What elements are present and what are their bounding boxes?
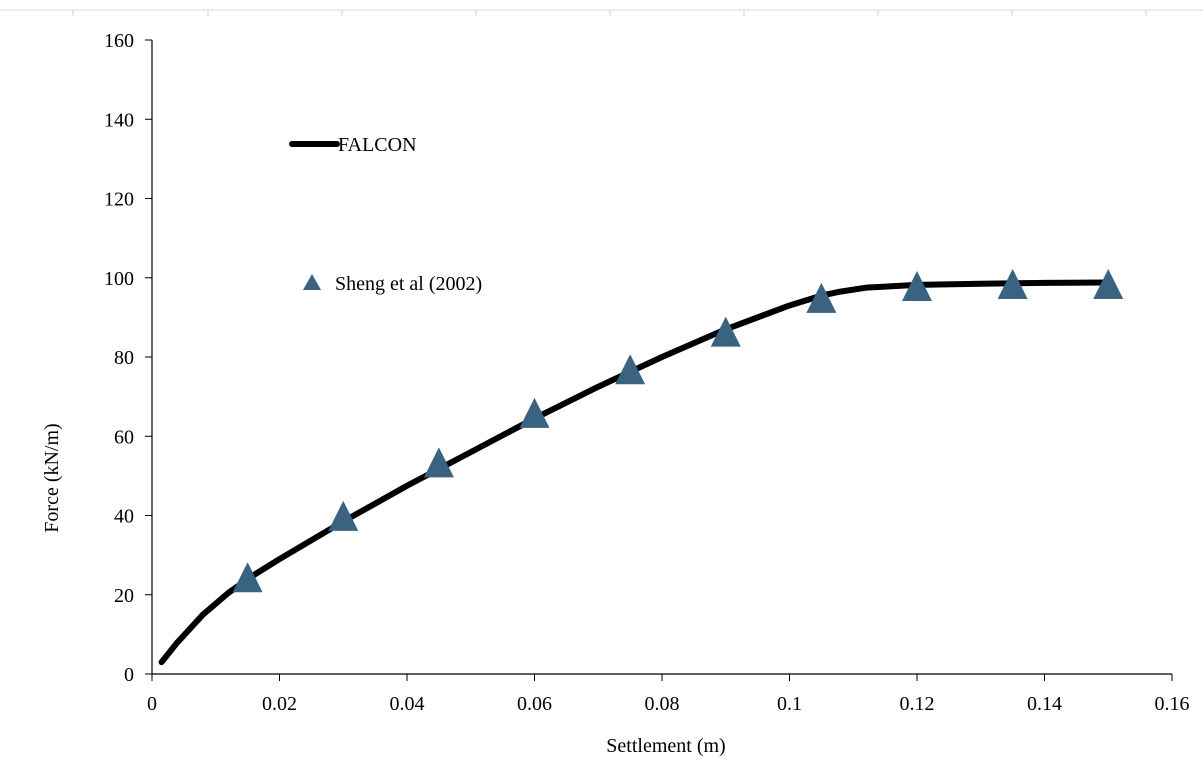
x-tick-label: 0.06 xyxy=(517,693,552,715)
series-sheng-triangle-point xyxy=(232,562,263,593)
y-tick-label: 140 xyxy=(104,109,134,131)
series-sheng-triangle-point xyxy=(615,354,646,385)
x-tick-label: 0.14 xyxy=(1027,693,1062,715)
x-tick-label: 0.08 xyxy=(645,693,680,715)
series-sheng-triangle-point xyxy=(519,397,550,428)
y-tick-label: 0 xyxy=(124,664,134,686)
series-sheng-triangle-point xyxy=(710,316,741,347)
x-tick-label: 0.04 xyxy=(390,693,425,715)
x-tick-label: 0.16 xyxy=(1155,693,1190,715)
x-axis-title: Settlement (m) xyxy=(606,735,725,757)
series-sheng-triangle-point xyxy=(423,447,454,478)
x-axis-ticks: 0 0.02 0.04 0.06 0.08 0.1 0.12 0.14 0.16 xyxy=(147,674,1190,715)
y-tick-label: 160 xyxy=(104,30,134,52)
x-tick-label: 0.12 xyxy=(900,693,935,715)
y-tick-label: 80 xyxy=(114,347,134,369)
y-axis-title: Force (kN/m) xyxy=(41,423,63,532)
y-tick-label: 120 xyxy=(104,189,134,211)
series-sheng-triangle-point xyxy=(997,269,1028,300)
series-sheng-triangle-point xyxy=(806,282,837,313)
series-layer xyxy=(158,269,1124,666)
y-axis-ticks: 0 20 40 60 80 100 120 140 160 xyxy=(104,30,152,686)
legend-falcon-label: FALCON xyxy=(338,134,417,156)
series-sheng-triangle-point xyxy=(328,500,359,531)
legend: FALCON Sheng et al (2002) xyxy=(289,134,482,295)
y-tick-label: 100 xyxy=(104,268,134,290)
x-tick-label: 0.1 xyxy=(777,693,802,715)
series-falcon-line xyxy=(158,279,1112,666)
chart-top-border xyxy=(0,9,1203,16)
legend-sheng-label: Sheng et al (2002) xyxy=(335,273,482,295)
y-tick-label: 60 xyxy=(114,426,134,448)
y-tick-label: 40 xyxy=(114,506,134,528)
x-tick-label: 0 xyxy=(147,693,157,715)
x-tick-label: 0.02 xyxy=(262,693,297,715)
y-tick-label: 20 xyxy=(114,585,134,607)
legend-sheng-triangle-swatch xyxy=(303,274,321,290)
series-sheng-triangle-point xyxy=(902,271,932,302)
series-sheng-triangle-point xyxy=(1093,269,1124,300)
